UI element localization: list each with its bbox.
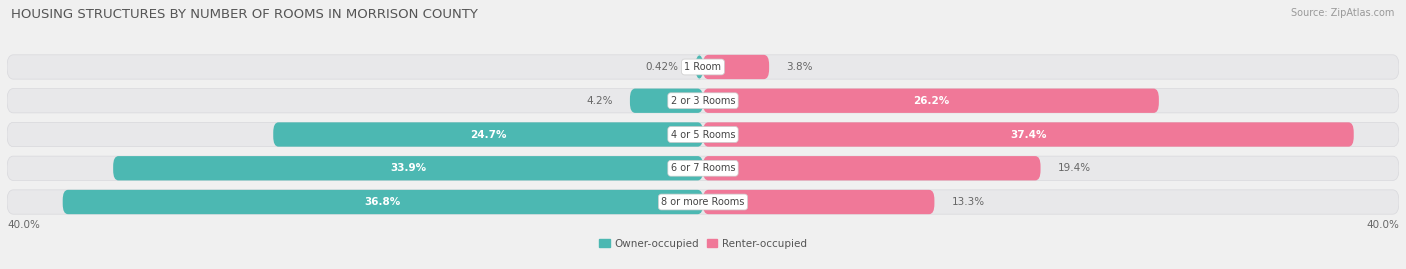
Legend: Owner-occupied, Renter-occupied: Owner-occupied, Renter-occupied [595,235,811,253]
Text: 8 or more Rooms: 8 or more Rooms [661,197,745,207]
FancyBboxPatch shape [703,55,769,79]
Text: 36.8%: 36.8% [364,197,401,207]
FancyBboxPatch shape [703,156,1040,180]
FancyBboxPatch shape [703,122,1354,147]
FancyBboxPatch shape [696,55,703,79]
Text: 13.3%: 13.3% [952,197,986,207]
Text: 33.9%: 33.9% [389,163,426,173]
Text: 4 or 5 Rooms: 4 or 5 Rooms [671,129,735,140]
Text: HOUSING STRUCTURES BY NUMBER OF ROOMS IN MORRISON COUNTY: HOUSING STRUCTURES BY NUMBER OF ROOMS IN… [11,8,478,21]
Text: 3.8%: 3.8% [786,62,813,72]
Text: 4.2%: 4.2% [586,96,613,106]
FancyBboxPatch shape [7,156,1399,180]
FancyBboxPatch shape [703,89,1159,113]
Text: 24.7%: 24.7% [470,129,506,140]
FancyBboxPatch shape [7,89,1399,113]
FancyBboxPatch shape [703,190,935,214]
Text: 1 Room: 1 Room [685,62,721,72]
FancyBboxPatch shape [7,55,1399,79]
FancyBboxPatch shape [630,89,703,113]
FancyBboxPatch shape [112,156,703,180]
FancyBboxPatch shape [63,190,703,214]
Text: 0.42%: 0.42% [645,62,678,72]
Text: 6 or 7 Rooms: 6 or 7 Rooms [671,163,735,173]
Text: 26.2%: 26.2% [912,96,949,106]
Text: 40.0%: 40.0% [7,220,39,229]
Text: 40.0%: 40.0% [1367,220,1399,229]
FancyBboxPatch shape [7,190,1399,214]
Text: Source: ZipAtlas.com: Source: ZipAtlas.com [1291,8,1395,18]
FancyBboxPatch shape [7,122,1399,147]
Text: 2 or 3 Rooms: 2 or 3 Rooms [671,96,735,106]
Text: 37.4%: 37.4% [1010,129,1046,140]
Text: 19.4%: 19.4% [1057,163,1091,173]
FancyBboxPatch shape [273,122,703,147]
